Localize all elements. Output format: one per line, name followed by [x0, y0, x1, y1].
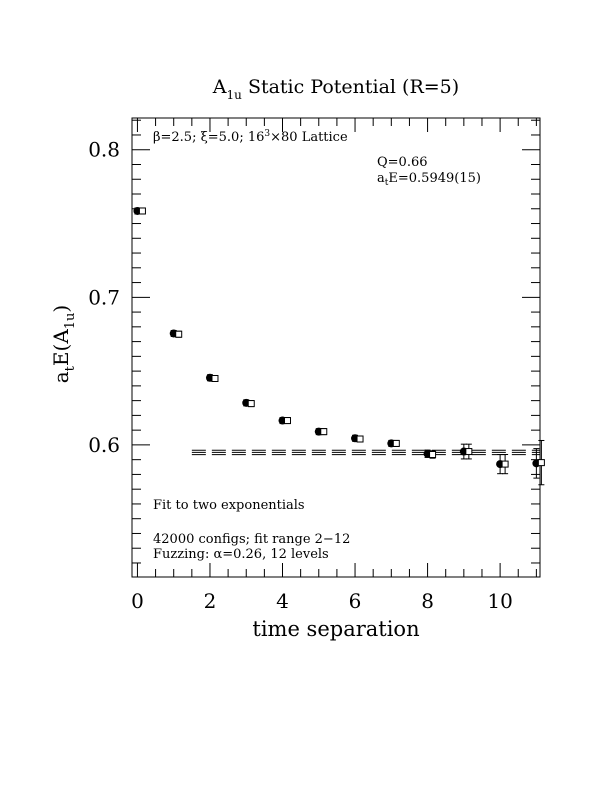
x-tick-labels: 0 2 4 6 8 10 [131, 589, 513, 613]
y-tick-labels: 0.6 0.7 0.8 [88, 138, 120, 457]
fit-note: Fit to two exponentials [153, 498, 305, 513]
data-points [133, 206, 545, 486]
data-point-square [320, 428, 328, 436]
axis-ticks [132, 118, 540, 577]
data-point-square [356, 435, 364, 443]
x-axis-label: time separation [252, 617, 419, 641]
data-point-square [429, 451, 437, 459]
data-point-square [247, 400, 255, 408]
q-value-annotation: Q=0.66 [377, 155, 428, 170]
fit-lines [191, 449, 540, 456]
lattice-annotation: β=2.5; ξ=5.0; 163×80 Lattice [153, 129, 348, 145]
data-point-square [138, 207, 146, 215]
fuzzing-note: Fuzzing: α=0.26, 12 levels [153, 547, 329, 562]
data-point-square [392, 439, 400, 447]
data-point-square [465, 448, 473, 456]
y-tick-label: 0.7 [88, 285, 120, 309]
x-tick-label: 2 [204, 589, 217, 613]
chart-title: A1u Static Potential (R=5) [212, 76, 459, 102]
data-point-square [537, 459, 545, 467]
x-tick-label: 10 [487, 589, 512, 613]
plot-frame [131, 117, 541, 578]
x-tick-label: 0 [131, 589, 144, 613]
y-axis-label: atE(A1u) [49, 305, 78, 384]
data-point-square [284, 417, 292, 425]
x-tick-label: 4 [276, 589, 289, 613]
x-tick-label: 8 [421, 589, 434, 613]
data-point-square [501, 460, 509, 468]
y-tick-label: 0.8 [88, 138, 120, 162]
data-point-square [211, 374, 219, 382]
y-tick-label: 0.6 [88, 433, 120, 457]
x-tick-label: 6 [349, 589, 362, 613]
configs-note: 42000 configs; fit range 2−12 [153, 532, 350, 547]
data-point-square [175, 330, 183, 338]
energy-annotation: atE=0.5949(15) [377, 171, 481, 188]
